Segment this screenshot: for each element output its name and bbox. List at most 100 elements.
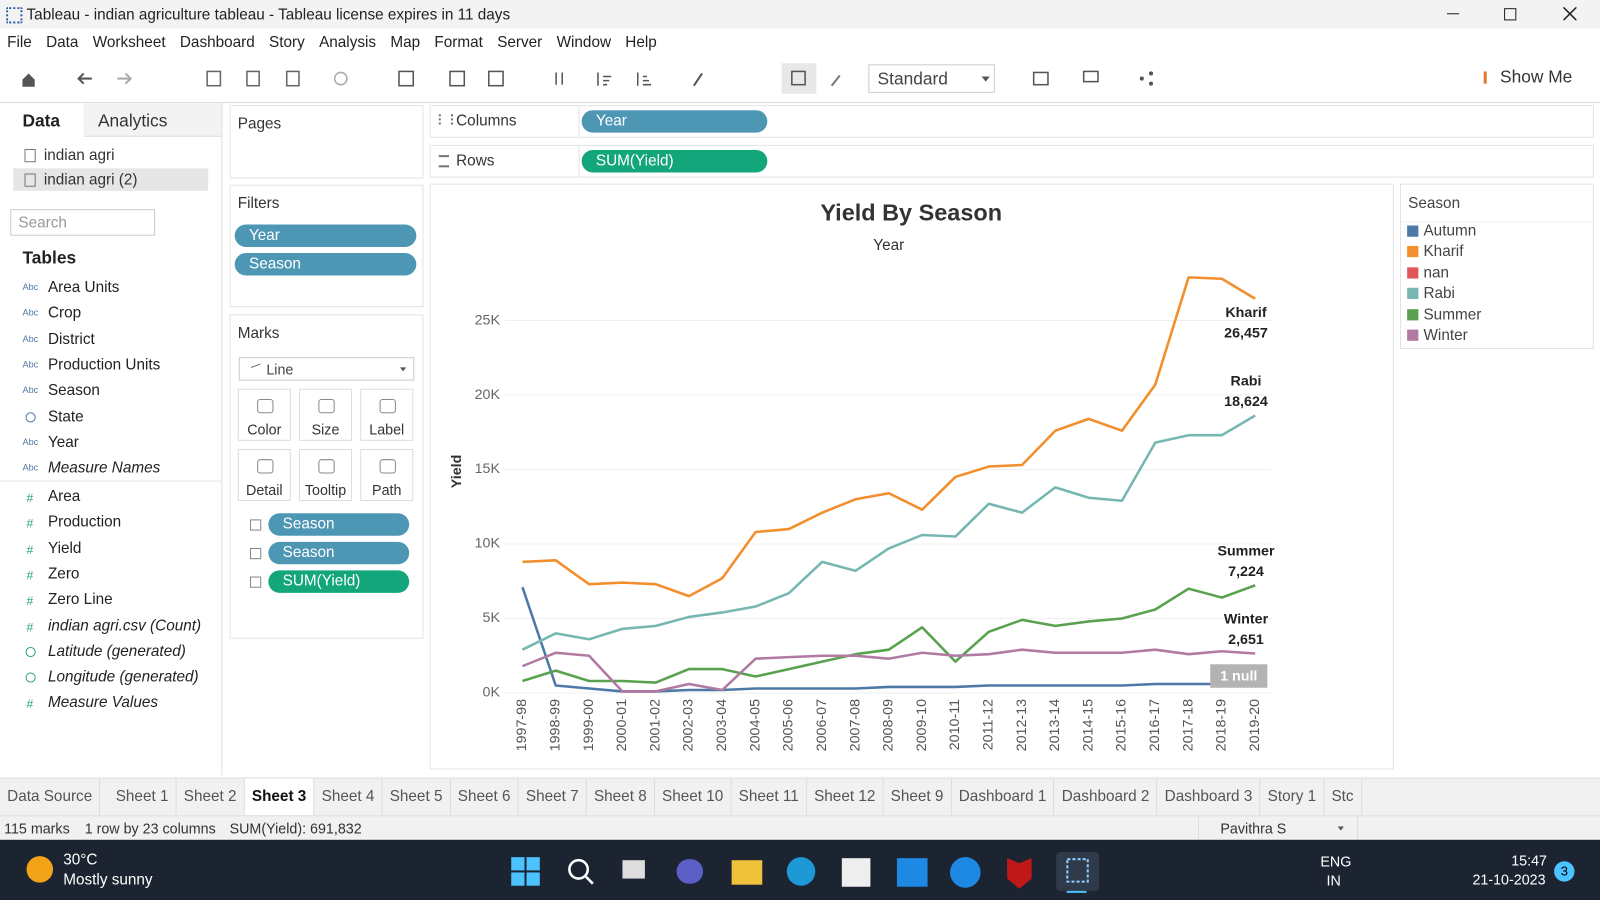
user-box[interactable]: Pavithra S <box>1197 816 1359 841</box>
field-icon: # <box>26 697 34 712</box>
pill-icon <box>249 547 262 560</box>
toolbar-icons <box>22 63 1154 94</box>
field-icon: # <box>26 568 34 583</box>
marks-pill[interactable]: SUM(Yield) <box>268 570 410 593</box>
x-tick-label: 2000-01 <box>614 699 630 751</box>
field[interactable]: Crop <box>47 304 82 322</box>
mark-button[interactable]: Size <box>298 388 353 441</box>
legend-label: Summer <box>1423 305 1482 324</box>
sheet-tab[interactable]: Sheet 6 <box>451 778 519 816</box>
mark-button[interactable]: Path <box>360 448 414 502</box>
end-label-name: Summer <box>1217 543 1275 559</box>
sheet-tab[interactable]: Sheet 12 <box>807 778 884 816</box>
mark-button[interactable]: Label <box>360 388 414 441</box>
field[interactable]: Area <box>47 487 81 506</box>
sheet-tab[interactable]: Story 1 <box>1261 778 1325 816</box>
notification-badge[interactable]: 3 <box>1554 861 1575 882</box>
sheet-tab[interactable]: Sheet 5 <box>383 778 451 816</box>
dropdown-arrow <box>1337 826 1344 834</box>
mark-button[interactable]: Color <box>237 388 291 441</box>
marks-pill[interactable]: Season <box>268 513 410 536</box>
menu-item[interactable]: Format <box>434 33 483 52</box>
x-tick-label: 2005-06 <box>781 699 797 751</box>
column-pill[interactable]: Year <box>581 110 768 133</box>
field[interactable]: Measure Values <box>47 694 159 712</box>
field[interactable]: District <box>47 330 95 348</box>
sheet-tab[interactable]: Sheet 2 <box>177 778 245 816</box>
series-line <box>522 276 1256 598</box>
field[interactable]: State <box>47 407 84 425</box>
mark-button-icon <box>257 459 274 474</box>
sheet-tab[interactable]: Sheet 4 <box>314 778 383 816</box>
restore-button[interactable] <box>1504 8 1517 21</box>
data-source[interactable]: indian agri <box>43 146 115 165</box>
field-icon: Abc <box>22 436 39 447</box>
field[interactable]: Yield <box>47 539 82 557</box>
menu-item[interactable]: Map <box>390 33 421 52</box>
mark-button[interactable]: Detail <box>237 448 291 502</box>
data-source[interactable]: indian agri (2) <box>43 171 138 189</box>
menu-item[interactable]: Story <box>269 33 305 52</box>
sheet-tab[interactable]: Sheet 11 <box>731 778 807 816</box>
sheet-tab[interactable]: Sheet 8 <box>587 778 655 816</box>
sheet-tab[interactable]: Dashboard 3 <box>1158 778 1261 816</box>
field[interactable]: indian agri.csv (Count) <box>47 616 202 635</box>
sheet-tab[interactable]: Dashboard 2 <box>1055 778 1158 816</box>
search-box[interactable]: Search <box>10 209 156 236</box>
field[interactable]: Zero <box>47 565 80 583</box>
data-tab[interactable]: Data <box>22 111 61 131</box>
analytics-tab[interactable]: Analytics <box>97 111 168 131</box>
source-icon <box>24 148 36 163</box>
null-indicator-bg <box>1210 664 1268 688</box>
menu-item[interactable]: Data <box>46 33 79 52</box>
sheet-tab[interactable]: Sheet 3 <box>244 778 315 816</box>
filter-pill[interactable]: Season <box>234 253 417 276</box>
end-label-value: 26,457 <box>1224 325 1268 341</box>
field[interactable]: Season <box>47 381 100 400</box>
menu-item[interactable]: Window <box>556 33 612 52</box>
menu-item[interactable]: Help <box>625 33 657 52</box>
legend-swatch <box>1407 267 1419 279</box>
close-button[interactable] <box>1563 7 1577 21</box>
mark-button-icon <box>318 398 335 414</box>
field-icon: # <box>26 490 34 506</box>
minimize-button[interactable] <box>1446 13 1460 15</box>
field[interactable]: Production Units <box>47 356 161 374</box>
x-tick-label: 2016-17 <box>1147 699 1163 751</box>
show-me[interactable]: Show Me <box>1499 67 1573 87</box>
field-icon: Abc <box>22 462 39 473</box>
sheet-tab[interactable]: Sheet 7 <box>519 778 587 816</box>
x-tick-label: 2006-07 <box>814 699 830 751</box>
field[interactable]: Longitude (generated) <box>47 668 199 686</box>
field[interactable]: Latitude (generated) <box>47 642 186 660</box>
sheet-tab[interactable]: Sheet 9 <box>884 778 952 816</box>
field[interactable]: Area Units <box>47 278 120 296</box>
mark-button-label: Color <box>247 421 282 438</box>
menu-item[interactable]: Server <box>497 33 543 52</box>
field[interactable]: Zero Line <box>47 591 113 609</box>
filter-pill[interactable]: Year <box>234 224 417 247</box>
sheet-tab[interactable]: Data Source <box>0 778 101 816</box>
sheet-tab[interactable]: Dashboard 1 <box>952 778 1055 816</box>
field[interactable]: Measure Names <box>47 459 161 477</box>
marks-pill[interactable]: Season <box>268 541 410 565</box>
field[interactable]: Production <box>47 513 122 531</box>
line-icon <box>251 363 261 373</box>
filters-title: Filters <box>237 194 280 213</box>
x-tick-label: 2001-02 <box>647 699 663 751</box>
divider <box>0 480 222 482</box>
menu-item[interactable]: Dashboard <box>179 33 255 52</box>
field[interactable]: Year <box>47 433 79 451</box>
fit-dropdown[interactable]: Standard <box>868 64 995 93</box>
field-icon: Abc <box>22 359 39 370</box>
menu-item[interactable]: File <box>7 33 32 52</box>
sheet-tab[interactable]: Sheet 10 <box>655 778 732 816</box>
row-pill[interactable]: SUM(Yield) <box>581 149 768 173</box>
mark-button[interactable]: Tooltip <box>298 448 353 502</box>
sheet-tab[interactable]: Stc <box>1324 778 1362 816</box>
menu-item[interactable]: Worksheet <box>92 33 166 52</box>
mark-type-dropdown[interactable]: Line <box>238 357 415 381</box>
menu-item[interactable]: Analysis <box>319 33 377 52</box>
sheet-tab[interactable]: Sheet 1 <box>109 778 177 816</box>
